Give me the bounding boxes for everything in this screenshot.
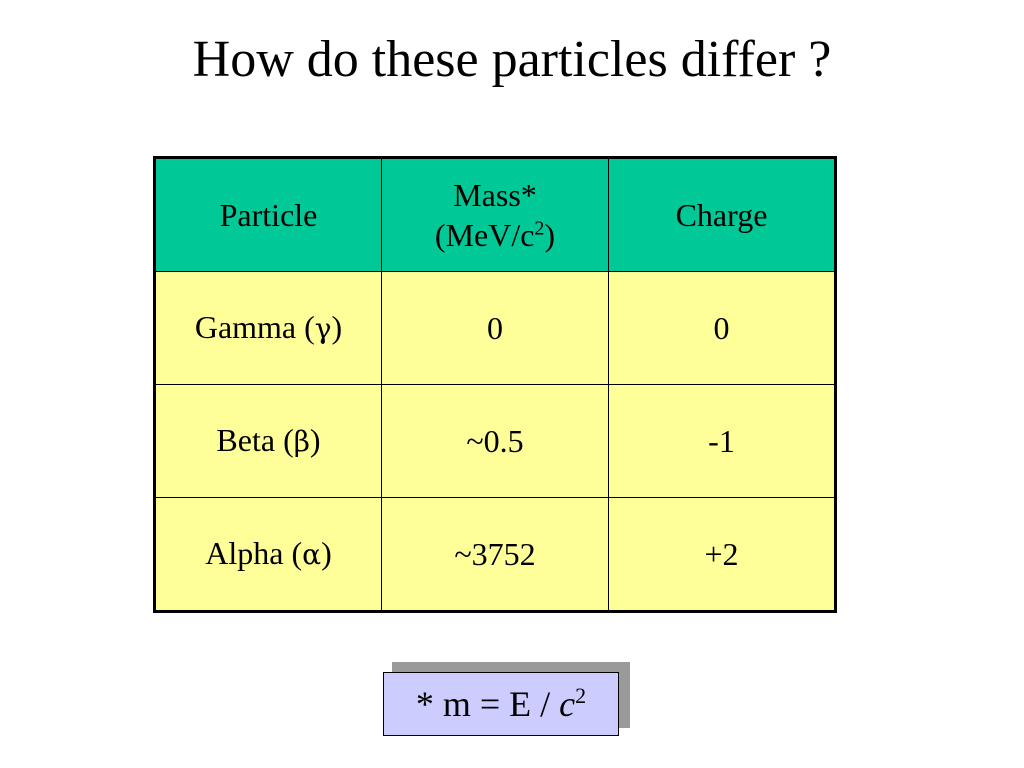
particle-name: Gamma ( xyxy=(194,309,315,345)
footnote-formula: * m = E / c2 xyxy=(416,683,586,725)
footnote-box: * m = E / c2 xyxy=(383,672,619,736)
gamma-symbol: γ xyxy=(314,312,332,345)
table-row: Gamma (γ) 0 0 xyxy=(154,271,836,385)
particle-cell: Gamma (γ) xyxy=(154,271,382,385)
footnote-variable: c xyxy=(559,684,576,724)
footnote-exponent: 2 xyxy=(575,683,587,708)
header-mass-unit-close: ) xyxy=(544,217,556,253)
particle-name-close: ) xyxy=(321,535,332,571)
mass-cell: ~3752 xyxy=(381,497,609,612)
footnote-prefix: * m = E / xyxy=(415,684,560,724)
particle-name-close: ) xyxy=(331,309,343,345)
charge-cell: -1 xyxy=(608,384,836,498)
header-mass-unit: (MeV/c xyxy=(434,217,535,253)
particle-name: Beta ( xyxy=(216,422,294,458)
particle-cell: Beta (β) xyxy=(154,384,382,498)
header-mass: Mass* (MeV/c2) xyxy=(381,157,609,272)
slide-title: How do these particles differ ? xyxy=(192,31,832,88)
table-header-row: Particle Mass* (MeV/c2) Charge xyxy=(154,157,836,272)
particle-cell: Alpha (α) xyxy=(154,497,382,612)
beta-symbol: β xyxy=(293,425,310,458)
mass-cell: 0 xyxy=(381,271,609,385)
table-row: Alpha (α) ~3752 +2 xyxy=(154,497,836,612)
particle-name-close: ) xyxy=(309,422,321,458)
table-row: Beta (β) ~0.5 -1 xyxy=(154,384,836,498)
alpha-symbol: α xyxy=(302,538,322,571)
charge-cell: 0 xyxy=(608,271,836,385)
particle-table: Particle Mass* (MeV/c2) Charge Gamma (γ)… xyxy=(153,156,837,613)
header-charge: Charge xyxy=(608,157,836,272)
header-mass-unit-exponent: 2 xyxy=(534,217,545,240)
charge-cell: +2 xyxy=(608,497,836,612)
particle-name: Alpha ( xyxy=(205,535,303,571)
header-particle: Particle xyxy=(154,157,382,272)
mass-cell: ~0.5 xyxy=(381,384,609,498)
header-mass-label: Mass* xyxy=(453,177,537,213)
